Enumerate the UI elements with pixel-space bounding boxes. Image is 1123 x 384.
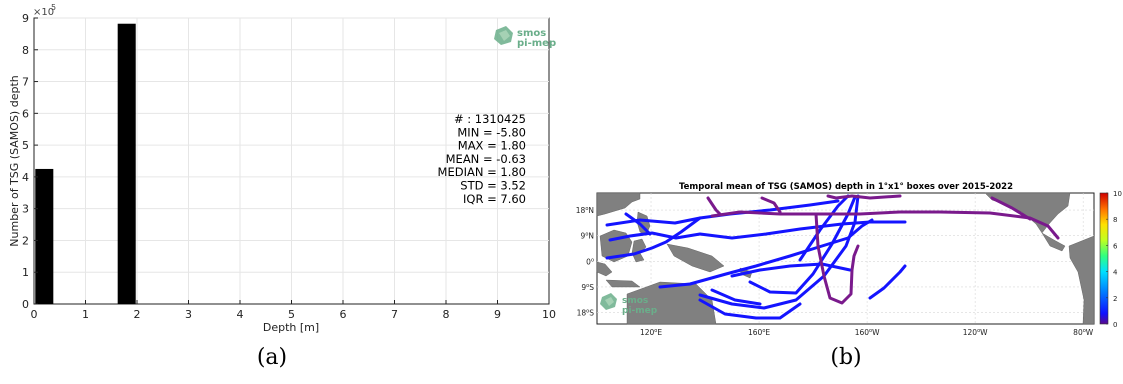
colorbar-tick-label: 6 bbox=[1113, 242, 1118, 250]
x-tick-label: 1 bbox=[82, 308, 89, 321]
logo-line1: smos bbox=[517, 28, 546, 39]
land-central-america bbox=[1041, 232, 1066, 252]
colorbar-tick-label: 4 bbox=[1113, 269, 1118, 277]
x-tick-label: 6 bbox=[340, 308, 347, 321]
land-sumatra bbox=[596, 261, 613, 277]
x-tick-label: 3 bbox=[185, 308, 192, 321]
track-blue-2 bbox=[608, 220, 907, 242]
smos-logo-b: smos pi-mep bbox=[600, 293, 658, 316]
caption-b: (b) bbox=[830, 345, 861, 370]
track-blue-4 bbox=[658, 218, 874, 289]
track-blue-3 bbox=[605, 216, 702, 260]
colorbar bbox=[1099, 192, 1109, 325]
x-tick-label: 0 bbox=[31, 308, 38, 321]
stats-line: MEDIAN = 1.80 bbox=[438, 165, 526, 179]
land-asia bbox=[596, 192, 641, 217]
logo-line2: pi-mep bbox=[622, 306, 658, 316]
histogram-bar bbox=[117, 23, 136, 304]
y-tick-label: 9 bbox=[22, 12, 29, 25]
track-blue-7 bbox=[698, 298, 802, 320]
track-purple-5 bbox=[814, 212, 860, 305]
y-tick-label: 5 bbox=[22, 139, 29, 152]
track-blue-9 bbox=[798, 194, 850, 262]
land-australia bbox=[626, 281, 717, 325]
histogram-bars bbox=[35, 23, 136, 304]
land-new-guinea bbox=[666, 243, 725, 273]
histogram-bar bbox=[35, 168, 54, 304]
map-x-tick-label: 160oE bbox=[748, 328, 770, 337]
y-tick-label: 1 bbox=[22, 266, 29, 279]
map-x-tick-label: 120oW bbox=[963, 328, 988, 337]
track-purple-2 bbox=[706, 196, 722, 216]
stats-line: MAX = 1.80 bbox=[458, 139, 526, 153]
logo-facet-icon bbox=[499, 30, 510, 41]
stats-line: STD = 3.52 bbox=[460, 179, 526, 193]
map-y-tick-label: 0o bbox=[586, 257, 594, 266]
colorbar-ticks: 10 8 6 4 2 0 bbox=[1106, 190, 1122, 329]
y-tick-label: 4 bbox=[22, 171, 29, 184]
histogram-y-ticks: 0 1 2 3 4 5 6 7 8 9 bbox=[22, 12, 38, 311]
y-tick-label: 2 bbox=[22, 234, 29, 247]
stats-line: MIN = -5.80 bbox=[457, 125, 526, 139]
histogram-y-label: Number of TSG (SAMOS) depth bbox=[8, 75, 21, 246]
x-tick-label: 10 bbox=[542, 308, 556, 321]
stats-line: IQR = 7.60 bbox=[463, 192, 526, 206]
track-blue-10 bbox=[868, 264, 907, 300]
y-tick-label: 7 bbox=[22, 76, 29, 89]
map-x-tick-label: 120oE bbox=[640, 328, 662, 337]
x-tick-label: 9 bbox=[494, 308, 501, 321]
y-tick-label: 0 bbox=[22, 298, 29, 311]
logo-line1: smos bbox=[622, 296, 648, 306]
map-y-tick-label: 18oS bbox=[577, 309, 595, 318]
x-tick-label: 5 bbox=[288, 308, 295, 321]
y-exponent: 5 bbox=[51, 3, 56, 12]
map-x-ticks: 120oE 160oE 160oW 120oW 80oW bbox=[640, 328, 1094, 337]
y-tick-label: 8 bbox=[22, 44, 29, 57]
logo-line2: pi-mep bbox=[517, 38, 556, 49]
y-tick-label: 3 bbox=[22, 203, 29, 216]
histogram-x-ticks: 0 1 2 3 4 5 6 7 8 9 10 bbox=[31, 300, 556, 321]
track-purple-3 bbox=[760, 196, 782, 214]
y-multiplier: ×10 bbox=[33, 7, 54, 18]
map-x-tick-label: 80oW bbox=[1073, 328, 1094, 337]
land-java bbox=[605, 279, 641, 288]
land-south-america bbox=[1068, 235, 1095, 325]
colorbar-tick-label: 10 bbox=[1113, 190, 1122, 198]
colorbar-tick-label: 0 bbox=[1113, 321, 1117, 329]
track-purple-4 bbox=[826, 194, 902, 200]
colorbar-tick-label: 2 bbox=[1113, 295, 1117, 303]
stats-line: # : 1310425 bbox=[454, 112, 526, 126]
map-y-ticks: 18oN 9oN 0o 9oS 18oS bbox=[576, 206, 594, 318]
stats-line: MEAN = -0.63 bbox=[446, 152, 526, 166]
x-tick-label: 8 bbox=[443, 308, 450, 321]
map-x-tick-label: 160oW bbox=[855, 328, 880, 337]
smos-logo-a: smos pi-mep bbox=[494, 26, 556, 49]
track-blue-11 bbox=[624, 212, 652, 236]
x-tick-label: 7 bbox=[391, 308, 398, 321]
tracks-purple bbox=[706, 194, 1060, 305]
track-purple-1 bbox=[710, 210, 1060, 240]
caption-a: (a) bbox=[257, 345, 287, 370]
map-y-tick-label: 9oS bbox=[581, 283, 594, 292]
y-tick-label: 6 bbox=[22, 107, 29, 120]
x-tick-label: 4 bbox=[237, 308, 244, 321]
x-tick-label: 2 bbox=[134, 308, 141, 321]
ship-tracks bbox=[605, 194, 1060, 320]
map-panel: Temporal mean of TSG (SAMOS) depth in 1°… bbox=[576, 182, 1122, 370]
track-blue-8 bbox=[730, 262, 852, 278]
histogram-x-label: Depth [m] bbox=[263, 321, 319, 334]
map-y-tick-label: 18oN bbox=[576, 206, 594, 215]
track-purple-6 bbox=[990, 196, 1032, 221]
map-y-tick-label: 9oN bbox=[581, 232, 594, 241]
logo-facet-icon bbox=[605, 297, 614, 306]
map-title: Temporal mean of TSG (SAMOS) depth in 1°… bbox=[679, 182, 1013, 192]
track-blue-5 bbox=[698, 194, 860, 310]
colorbar-tick-label: 8 bbox=[1113, 216, 1117, 224]
track-blue-12 bbox=[710, 288, 762, 306]
